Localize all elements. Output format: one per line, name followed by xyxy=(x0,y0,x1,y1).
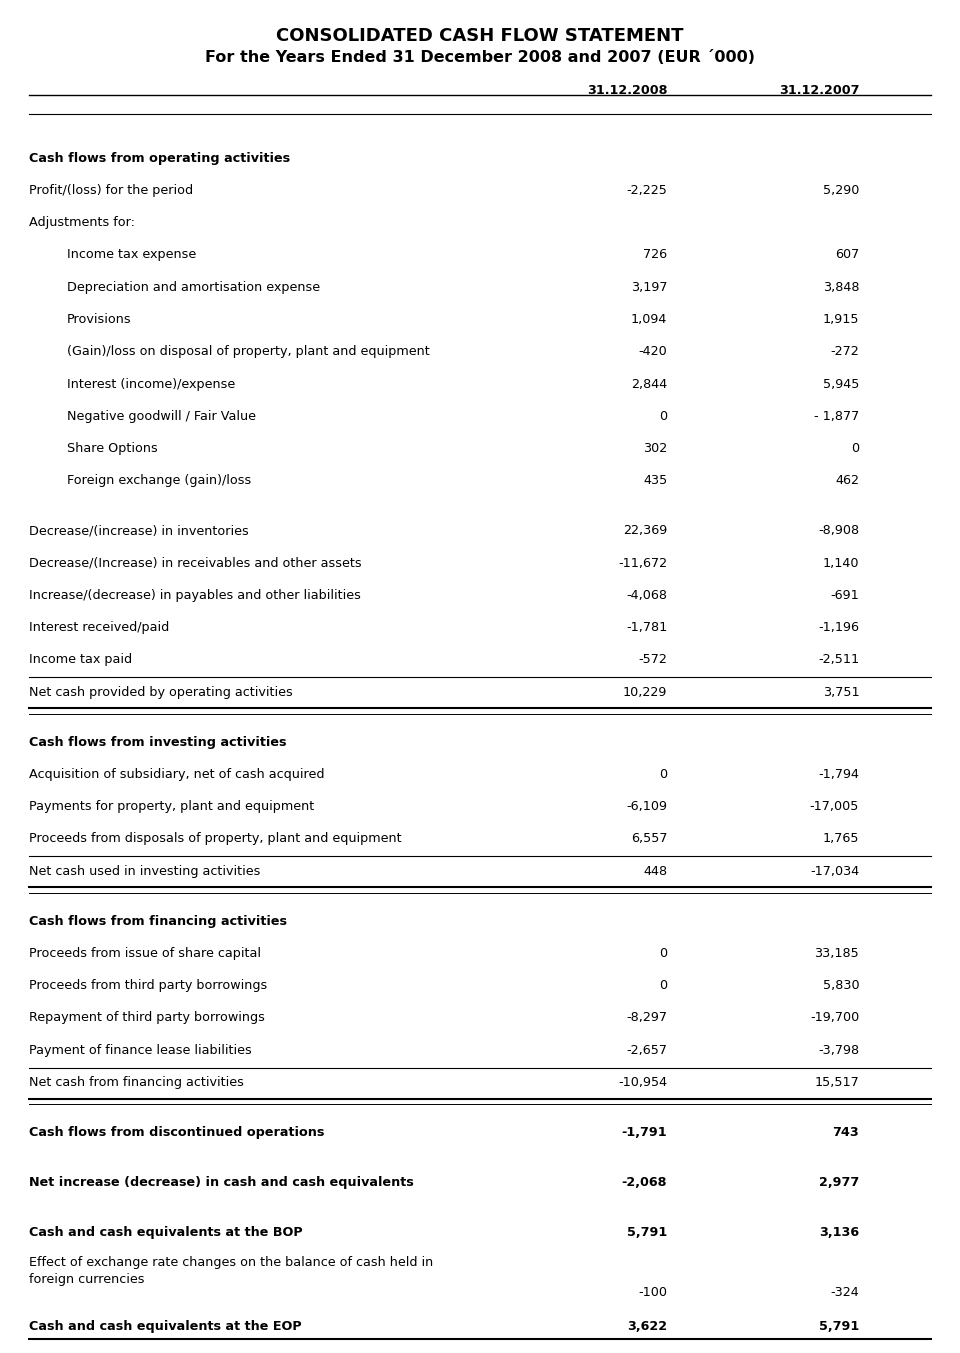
Text: 22,369: 22,369 xyxy=(623,525,667,537)
Text: -6,109: -6,109 xyxy=(626,800,667,813)
Text: Proceeds from issue of share capital: Proceeds from issue of share capital xyxy=(29,947,261,959)
Text: 5,791: 5,791 xyxy=(627,1226,667,1239)
Text: Net cash from financing activities: Net cash from financing activities xyxy=(29,1076,244,1089)
Text: Decrease/(Increase) in receivables and other assets: Decrease/(Increase) in receivables and o… xyxy=(29,556,361,570)
Text: 607: 607 xyxy=(835,249,859,261)
Text: -100: -100 xyxy=(638,1287,667,1299)
Text: Share Options: Share Options xyxy=(67,442,158,455)
Text: -8,908: -8,908 xyxy=(818,525,859,537)
Text: Acquisition of subsidiary, net of cash acquired: Acquisition of subsidiary, net of cash a… xyxy=(29,769,324,781)
Text: 3,197: 3,197 xyxy=(631,280,667,294)
Text: Cash and cash equivalents at the BOP: Cash and cash equivalents at the BOP xyxy=(29,1226,302,1239)
Text: Provisions: Provisions xyxy=(67,313,132,326)
Text: 0: 0 xyxy=(660,980,667,992)
Text: CONSOLIDATED CASH FLOW STATEMENT: CONSOLIDATED CASH FLOW STATEMENT xyxy=(276,27,684,45)
Text: (Gain)/loss on disposal of property, plant and equipment: (Gain)/loss on disposal of property, pla… xyxy=(67,345,430,359)
Text: 15,517: 15,517 xyxy=(814,1076,859,1089)
Text: -1,791: -1,791 xyxy=(621,1126,667,1139)
Text: Decrease/(increase) in inventories: Decrease/(increase) in inventories xyxy=(29,525,249,537)
Text: Cash flows from investing activities: Cash flows from investing activities xyxy=(29,736,286,748)
Text: Proceeds from disposals of property, plant and equipment: Proceeds from disposals of property, pla… xyxy=(29,832,401,846)
Text: -2,225: -2,225 xyxy=(626,184,667,198)
Text: Interest received/paid: Interest received/paid xyxy=(29,621,169,635)
Text: Negative goodwill / Fair Value: Negative goodwill / Fair Value xyxy=(67,410,256,422)
Text: 0: 0 xyxy=(660,947,667,959)
Text: 2,977: 2,977 xyxy=(819,1176,859,1189)
Text: - 1,877: - 1,877 xyxy=(814,410,859,422)
Text: Cash flows from operating activities: Cash flows from operating activities xyxy=(29,152,290,165)
Text: -8,297: -8,297 xyxy=(626,1012,667,1024)
Text: -10,954: -10,954 xyxy=(618,1076,667,1089)
Text: Income tax paid: Income tax paid xyxy=(29,653,132,667)
Text: Increase/(decrease) in payables and other liabilities: Increase/(decrease) in payables and othe… xyxy=(29,589,361,602)
Text: 5,791: 5,791 xyxy=(819,1319,859,1333)
Text: -272: -272 xyxy=(830,345,859,359)
Text: 0: 0 xyxy=(660,769,667,781)
Text: -17,005: -17,005 xyxy=(810,800,859,813)
Text: 5,945: 5,945 xyxy=(823,377,859,391)
Text: 743: 743 xyxy=(832,1126,859,1139)
Text: -420: -420 xyxy=(638,345,667,359)
Text: -572: -572 xyxy=(638,653,667,667)
Text: 5,290: 5,290 xyxy=(823,184,859,198)
Text: 3,751: 3,751 xyxy=(823,686,859,698)
Text: 462: 462 xyxy=(835,475,859,487)
Text: Net cash provided by operating activities: Net cash provided by operating activitie… xyxy=(29,686,293,698)
Text: -4,068: -4,068 xyxy=(626,589,667,602)
Text: Repayment of third party borrowings: Repayment of third party borrowings xyxy=(29,1012,265,1024)
Text: -1,781: -1,781 xyxy=(626,621,667,635)
Text: 0: 0 xyxy=(852,442,859,455)
Text: 448: 448 xyxy=(643,865,667,878)
Text: Interest (income)/expense: Interest (income)/expense xyxy=(67,377,235,391)
Text: Net cash used in investing activities: Net cash used in investing activities xyxy=(29,865,260,878)
Text: -11,672: -11,672 xyxy=(618,556,667,570)
Text: 31.12.2007: 31.12.2007 xyxy=(779,84,859,97)
Text: 5,830: 5,830 xyxy=(823,980,859,992)
Text: 6,557: 6,557 xyxy=(631,832,667,846)
Text: 1,765: 1,765 xyxy=(823,832,859,846)
Text: 10,229: 10,229 xyxy=(623,686,667,698)
Text: 3,848: 3,848 xyxy=(823,280,859,294)
Text: Cash and cash equivalents at the EOP: Cash and cash equivalents at the EOP xyxy=(29,1319,301,1333)
Text: Effect of exchange rate changes on the balance of cash held in
foreign currencie: Effect of exchange rate changes on the b… xyxy=(29,1256,433,1285)
Text: Profit/(loss) for the period: Profit/(loss) for the period xyxy=(29,184,193,198)
Text: 1,140: 1,140 xyxy=(823,556,859,570)
Text: 726: 726 xyxy=(643,249,667,261)
Text: Cash flows from financing activities: Cash flows from financing activities xyxy=(29,915,287,928)
Text: -2,657: -2,657 xyxy=(626,1043,667,1057)
Text: -1,794: -1,794 xyxy=(818,769,859,781)
Text: -19,700: -19,700 xyxy=(810,1012,859,1024)
Text: 0: 0 xyxy=(660,410,667,422)
Text: -324: -324 xyxy=(830,1287,859,1299)
Text: Cash flows from discontinued operations: Cash flows from discontinued operations xyxy=(29,1126,324,1139)
Text: 3,622: 3,622 xyxy=(627,1319,667,1333)
Text: Net increase (decrease) in cash and cash equivalents: Net increase (decrease) in cash and cash… xyxy=(29,1176,414,1189)
Text: -2,511: -2,511 xyxy=(818,653,859,667)
Text: -2,068: -2,068 xyxy=(622,1176,667,1189)
Text: 302: 302 xyxy=(643,442,667,455)
Text: Adjustments for:: Adjustments for: xyxy=(29,216,134,229)
Text: For the Years Ended 31 December 2008 and 2007 (EUR ´000): For the Years Ended 31 December 2008 and… xyxy=(205,50,755,65)
Text: 435: 435 xyxy=(643,475,667,487)
Text: Depreciation and amortisation expense: Depreciation and amortisation expense xyxy=(67,280,321,294)
Text: Income tax expense: Income tax expense xyxy=(67,249,197,261)
Text: Payments for property, plant and equipment: Payments for property, plant and equipme… xyxy=(29,800,314,813)
Text: -691: -691 xyxy=(830,589,859,602)
Text: 2,844: 2,844 xyxy=(631,377,667,391)
Text: Proceeds from third party borrowings: Proceeds from third party borrowings xyxy=(29,980,267,992)
Text: Payment of finance lease liabilities: Payment of finance lease liabilities xyxy=(29,1043,252,1057)
Text: 31.12.2008: 31.12.2008 xyxy=(587,84,667,97)
Text: Foreign exchange (gain)/loss: Foreign exchange (gain)/loss xyxy=(67,475,252,487)
Text: -17,034: -17,034 xyxy=(810,865,859,878)
Text: 3,136: 3,136 xyxy=(819,1226,859,1239)
Text: -3,798: -3,798 xyxy=(818,1043,859,1057)
Text: 1,094: 1,094 xyxy=(631,313,667,326)
Text: 33,185: 33,185 xyxy=(814,947,859,959)
Text: -1,196: -1,196 xyxy=(818,621,859,635)
Text: 1,915: 1,915 xyxy=(823,313,859,326)
